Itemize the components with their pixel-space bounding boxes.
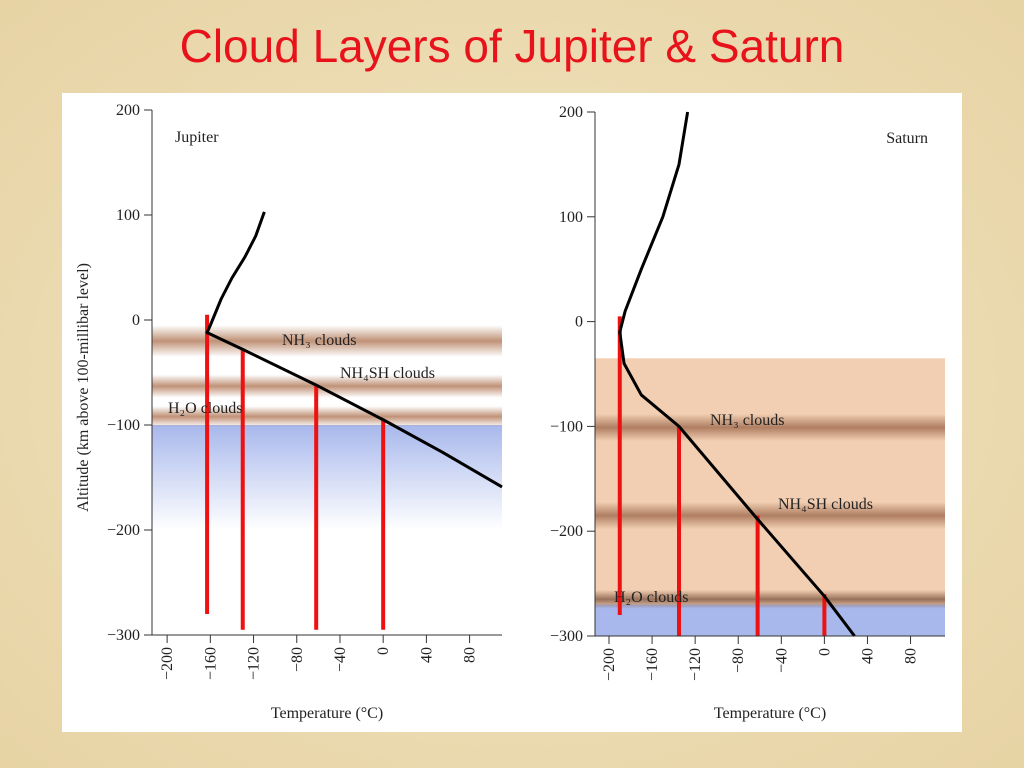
y-tick-label: 0	[132, 312, 140, 329]
x-tick-label: 80	[462, 647, 479, 663]
x-tick-label: −200	[601, 648, 618, 681]
cloud-band	[595, 501, 945, 530]
cloud-band	[595, 589, 945, 609]
x-tick-label: −40	[773, 648, 790, 673]
x-tick-label: 0	[816, 648, 833, 656]
temperature-curve	[618, 111, 856, 637]
shading-region	[595, 358, 945, 605]
y-tick-label: −300	[107, 627, 140, 644]
y-tick-label: 200	[116, 102, 140, 119]
y-tick-label: 100	[559, 209, 583, 226]
x-tick-label: −120	[687, 648, 704, 681]
x-tick-label: −120	[246, 647, 263, 680]
y-tick-label: 100	[116, 207, 140, 224]
y-tick-label: 200	[559, 104, 583, 121]
x-tick-label: 40	[418, 647, 435, 663]
x-tick-label: −80	[730, 648, 747, 673]
cloud-label: H₂O clouds	[614, 589, 688, 606]
x-tick-label: −80	[289, 647, 306, 672]
x-tick-label: −40	[332, 647, 349, 672]
cloud-band	[152, 325, 502, 357]
x-tick-label: −160	[202, 647, 219, 680]
cloud-band	[152, 374, 502, 398]
y-tick-label: −100	[107, 417, 140, 434]
cloud-label: NH₃ clouds	[710, 412, 784, 429]
x-tick-label: −200	[159, 647, 176, 680]
slide-title: Cloud Layers of Jupiter & Saturn	[180, 20, 845, 72]
cloud-label: NH₄SH clouds	[340, 365, 435, 382]
y-tick-label: −300	[550, 628, 583, 645]
temperature-curve	[205, 211, 503, 489]
cloud-label: NH₃ clouds	[282, 332, 356, 349]
x-axis-label: Temperature (°C)	[271, 705, 383, 722]
plot-title: Jupiter	[175, 129, 219, 146]
y-tick-label: 0	[575, 314, 583, 331]
plot: NH₃ clouds NH₄SH clouds H₂O clouds −300 −200…	[75, 102, 503, 722]
plot-title: Saturn	[886, 130, 928, 147]
x-tick-label: 40	[859, 648, 876, 664]
x-axis-label: Temperature (°C)	[714, 705, 826, 722]
x-tick-label: 80	[903, 648, 920, 664]
shading-region	[152, 425, 502, 530]
x-tick-label: −160	[644, 648, 661, 681]
cloud-label: NH₄SH clouds	[778, 496, 873, 513]
y-axis-label: Altitude (km above 100-millibar level)	[75, 263, 92, 512]
y-tick-label: −100	[550, 418, 583, 435]
y-tick-label: −200	[107, 522, 140, 539]
y-tick-label: −200	[550, 523, 583, 540]
plots: NH₃ clouds NH₄SH clouds H₂O clouds −300 −200…	[75, 102, 945, 722]
cloud-label: H₂O clouds	[168, 400, 242, 417]
shading-region	[595, 604, 945, 636]
x-tick-label: 0	[375, 647, 392, 655]
plot: NH₃ clouds NH₄SH clouds H₂O clouds −300 −200…	[550, 104, 945, 722]
cloud-band	[152, 406, 502, 428]
cloud-band	[595, 413, 945, 442]
